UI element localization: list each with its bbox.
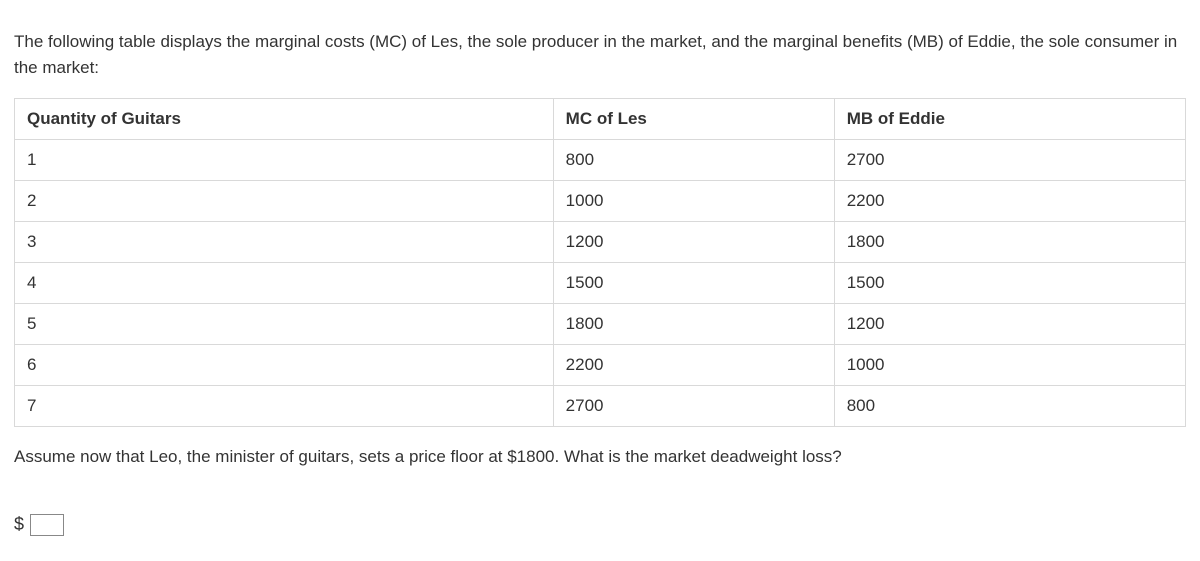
currency-symbol: $ xyxy=(14,514,24,535)
cell-mc: 1500 xyxy=(553,263,834,304)
cell-quantity: 1 xyxy=(15,140,554,181)
cell-mb: 2200 xyxy=(834,181,1185,222)
table-row: 2 1000 2200 xyxy=(15,181,1186,222)
cell-quantity: 7 xyxy=(15,386,554,427)
cell-mb: 1200 xyxy=(834,304,1185,345)
cell-mb: 800 xyxy=(834,386,1185,427)
cell-mc: 1000 xyxy=(553,181,834,222)
cell-quantity: 3 xyxy=(15,222,554,263)
cell-mc: 1200 xyxy=(553,222,834,263)
cell-mc: 800 xyxy=(553,140,834,181)
cell-mc: 2700 xyxy=(553,386,834,427)
col-header-mc: MC of Les xyxy=(553,99,834,140)
cell-quantity: 2 xyxy=(15,181,554,222)
cell-quantity: 4 xyxy=(15,263,554,304)
question-paragraph: Assume now that Leo, the minister of gui… xyxy=(14,444,1186,470)
cell-quantity: 6 xyxy=(15,345,554,386)
cell-mb: 1000 xyxy=(834,345,1185,386)
col-header-mb: MB of Eddie xyxy=(834,99,1185,140)
cell-mc: 1800 xyxy=(553,304,834,345)
cell-mb: 1500 xyxy=(834,263,1185,304)
table-row: 5 1800 1200 xyxy=(15,304,1186,345)
mc-mb-table: Quantity of Guitars MC of Les MB of Eddi… xyxy=(14,98,1186,427)
table-row: 4 1500 1500 xyxy=(15,263,1186,304)
answer-input[interactable] xyxy=(30,514,64,536)
intro-paragraph: The following table displays the margina… xyxy=(14,29,1186,80)
table-row: 7 2700 800 xyxy=(15,386,1186,427)
col-header-quantity: Quantity of Guitars xyxy=(15,99,554,140)
table-row: 3 1200 1800 xyxy=(15,222,1186,263)
cell-mb: 1800 xyxy=(834,222,1185,263)
table-header-row: Quantity of Guitars MC of Les MB of Eddi… xyxy=(15,99,1186,140)
table-row: 6 2200 1000 xyxy=(15,345,1186,386)
table-row: 1 800 2700 xyxy=(15,140,1186,181)
cell-mb: 2700 xyxy=(834,140,1185,181)
answer-row: $ xyxy=(14,514,1186,536)
cell-quantity: 5 xyxy=(15,304,554,345)
cell-mc: 2200 xyxy=(553,345,834,386)
